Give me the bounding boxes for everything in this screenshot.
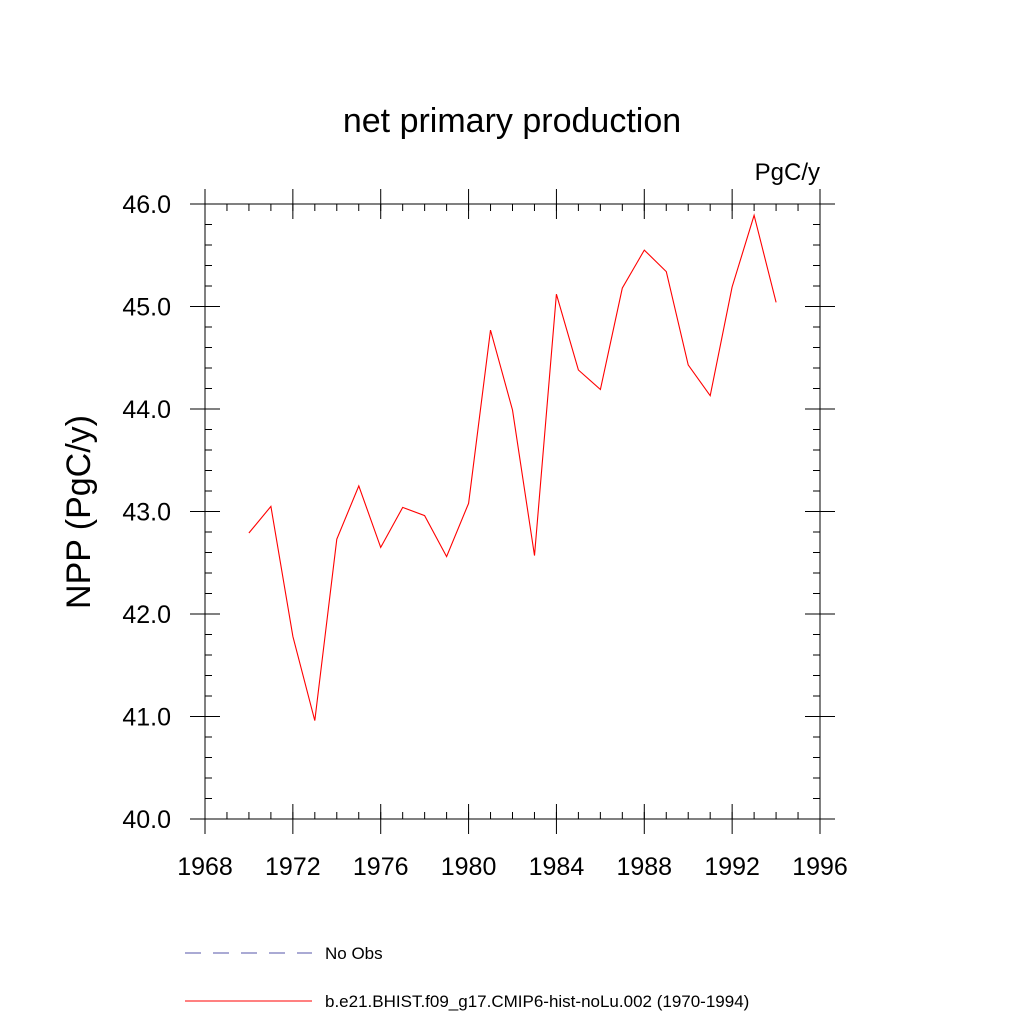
y-tick-label: 40.0	[122, 806, 171, 834]
x-tick-label: 1976	[353, 853, 409, 881]
y-tick-label: 43.0	[122, 499, 171, 527]
units-label: PgC/y	[755, 159, 820, 186]
x-tick-label: 1992	[704, 853, 760, 881]
x-tick-label: 1988	[616, 853, 672, 881]
y-tick-label: 41.0	[122, 704, 171, 732]
x-tick-label: 1996	[792, 853, 848, 881]
series-line-npp	[248, 213, 777, 721]
x-tick-label: 1984	[529, 853, 585, 881]
chart-title: net primary production	[343, 102, 681, 140]
y-tick-label: 45.0	[122, 294, 171, 322]
x-tick-labels: 1968 1972 1976 1980 1984 1988 1992 1996	[177, 853, 848, 881]
plot-frame	[204, 203, 821, 820]
x-tick-label: 1968	[177, 853, 233, 881]
y-tick-label: 46.0	[122, 191, 171, 219]
y-axis-label: NPP (PgC/y)	[60, 415, 98, 609]
y-tick-label: 42.0	[122, 601, 171, 629]
minor-ticks	[204, 203, 821, 820]
y-tick-labels: 40.0 41.0 42.0 43.0 44.0 45.0 46.0	[122, 191, 171, 834]
x-tick-label: 1972	[265, 853, 321, 881]
y-tick-label: 44.0	[122, 396, 171, 424]
legend-label-model: b.e21.BHIST.f09_g17.CMIP6-hist-noLu.002 …	[325, 992, 749, 1011]
legend-label-no-obs: No Obs	[325, 944, 383, 963]
x-tick-label: 1980	[441, 853, 497, 881]
major-ticks	[190, 189, 835, 834]
legend: No Obs b.e21.BHIST.f09_g17.CMIP6-hist-noL…	[185, 944, 749, 1011]
series-layer	[248, 213, 777, 721]
